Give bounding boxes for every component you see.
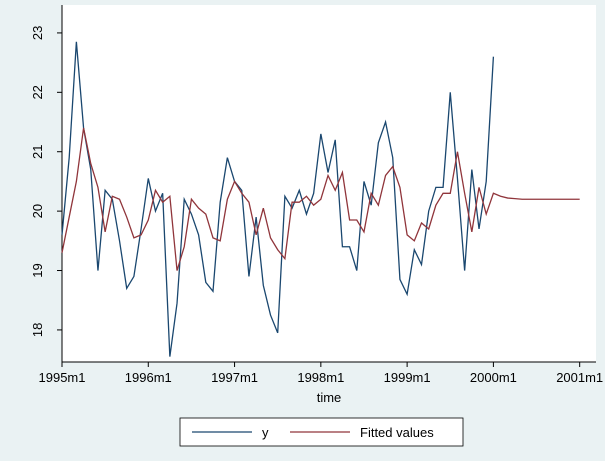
x-tick-label: 1995m1 bbox=[39, 370, 86, 385]
x-tick-label: 1998m1 bbox=[297, 370, 344, 385]
x-axis-title: time bbox=[317, 390, 342, 405]
y-tick-label: 23 bbox=[30, 26, 45, 40]
y-tick-label: 18 bbox=[30, 323, 45, 337]
x-tick-label: 1999m1 bbox=[384, 370, 431, 385]
plot-area bbox=[62, 5, 596, 362]
y-tick-label: 19 bbox=[30, 263, 45, 277]
x-tick-label: 2000m1 bbox=[470, 370, 517, 385]
y-tick-label: 22 bbox=[30, 85, 45, 99]
legend-label: Fitted values bbox=[360, 425, 434, 440]
x-tick-label: 1996m1 bbox=[125, 370, 172, 385]
legend-label: y bbox=[262, 425, 269, 440]
series-line bbox=[61, 127, 580, 271]
x-tick-label: 1997m1 bbox=[211, 370, 258, 385]
y-tick-label: 20 bbox=[30, 204, 45, 218]
x-tick-label: 2001m1 bbox=[556, 370, 603, 385]
y-tick-label: 21 bbox=[30, 144, 45, 158]
series-line bbox=[61, 41, 495, 357]
